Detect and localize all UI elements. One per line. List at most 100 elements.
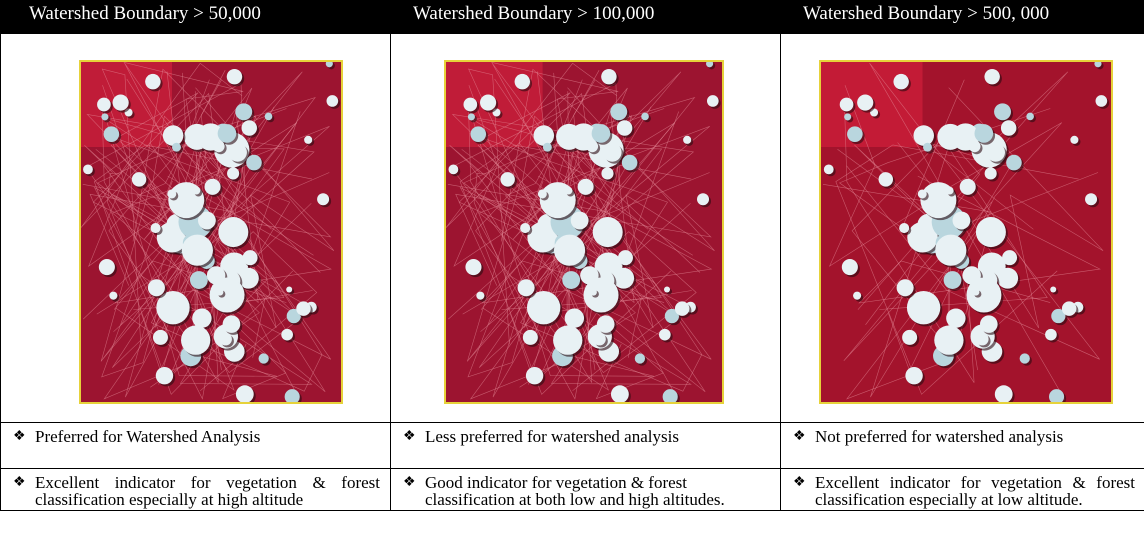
image-texture [534,125,555,146]
image-texture [182,235,213,266]
header-row: Watershed Boundary > 50,000 Watershed Bo… [1,1,1144,34]
image-texture [635,353,645,363]
image-texture [899,223,909,233]
image-texture [243,250,258,265]
image-texture [172,143,181,152]
image-texture [1002,250,1017,265]
image-texture [697,193,709,205]
image-texture [113,95,129,111]
row: Excellent indicator for vegetation & for… [1,469,1144,511]
image-texture [611,385,629,403]
image-texture [578,179,594,195]
image-texture [946,187,954,195]
bullet-cell: Good indicator for vegetation & forest c… [391,469,781,511]
image-texture [1085,193,1097,205]
image-texture [520,223,530,233]
image-texture [132,172,146,186]
satellite-image [819,60,1113,404]
image-texture [204,179,220,195]
image-texture [593,333,606,346]
image-texture [590,289,597,296]
image-texture [905,367,922,384]
image-texture [934,325,963,354]
image-texture [610,103,627,120]
image-texture [618,250,633,265]
image-texture [326,60,333,67]
image-texture [145,74,160,89]
image-cell [781,34,1144,423]
image-texture [593,217,623,247]
image-texture [613,268,634,289]
image-texture [913,125,934,146]
image-texture [101,113,108,120]
bullet-cell: Not preferred for watershed analysis [781,423,1144,469]
image-texture [286,286,292,292]
image-texture [317,193,329,205]
image-texture [842,259,858,275]
image-texture [235,103,252,120]
image-texture [151,223,161,233]
image-texture [966,278,1001,313]
image-texture [327,95,339,107]
image-texture [571,212,589,230]
header-cell: Watershed Boundary > 50,000 [1,1,391,34]
image-texture [659,329,671,341]
image-texture [985,167,997,179]
image-texture [228,143,247,162]
image-texture [897,279,914,296]
image-texture [1045,329,1057,341]
image-texture [994,103,1011,120]
image-texture [213,140,225,152]
image-texture [953,212,971,230]
image-texture [706,60,713,67]
image-texture [246,155,262,171]
comparison-table: Watershed Boundary > 50,000 Watershed Bo… [0,0,1144,511]
satellite-image [444,60,724,404]
image-texture [281,329,293,341]
header-cell: Watershed Boundary > 100,000 [391,1,781,34]
row: Preferred for Watershed Analysis Less pr… [1,423,1144,469]
image-texture [476,292,484,300]
image-texture [192,187,200,195]
image-texture [1006,155,1022,171]
image-texture [153,330,168,345]
image-texture [218,124,237,143]
image-texture [500,172,514,186]
image-texture [543,143,552,152]
image-texture [601,167,613,179]
image-texture [518,279,535,296]
image-texture [641,113,649,121]
image-texture [902,330,917,345]
image-texture [553,325,582,354]
image-texture [1096,95,1108,107]
image-texture [946,309,965,328]
image-texture [622,155,638,171]
image-texture [468,113,475,120]
image-texture [857,95,873,111]
image-texture [190,271,208,289]
image-texture [879,172,893,186]
image-texture [944,271,962,289]
image-texture [554,235,585,266]
image-texture [104,126,120,142]
image-texture [972,289,979,296]
image-texture [617,120,632,135]
header-cell: Watershed Boundary > 500, 000 [781,1,1144,34]
image-texture [463,98,477,112]
image-texture [565,187,573,195]
image-texture [236,385,254,403]
image-texture [227,167,239,179]
image-texture [304,136,312,144]
image-texture [840,98,854,112]
satellite-image [79,60,343,404]
image-texture [976,333,989,346]
image-texture [675,301,689,315]
image-texture [538,189,547,198]
image-texture [242,120,257,135]
image-texture [592,124,611,143]
image-texture [984,69,999,84]
image-texture [285,389,300,404]
image-texture [918,189,927,198]
image-texture [1062,301,1076,315]
image-texture [1070,136,1078,144]
